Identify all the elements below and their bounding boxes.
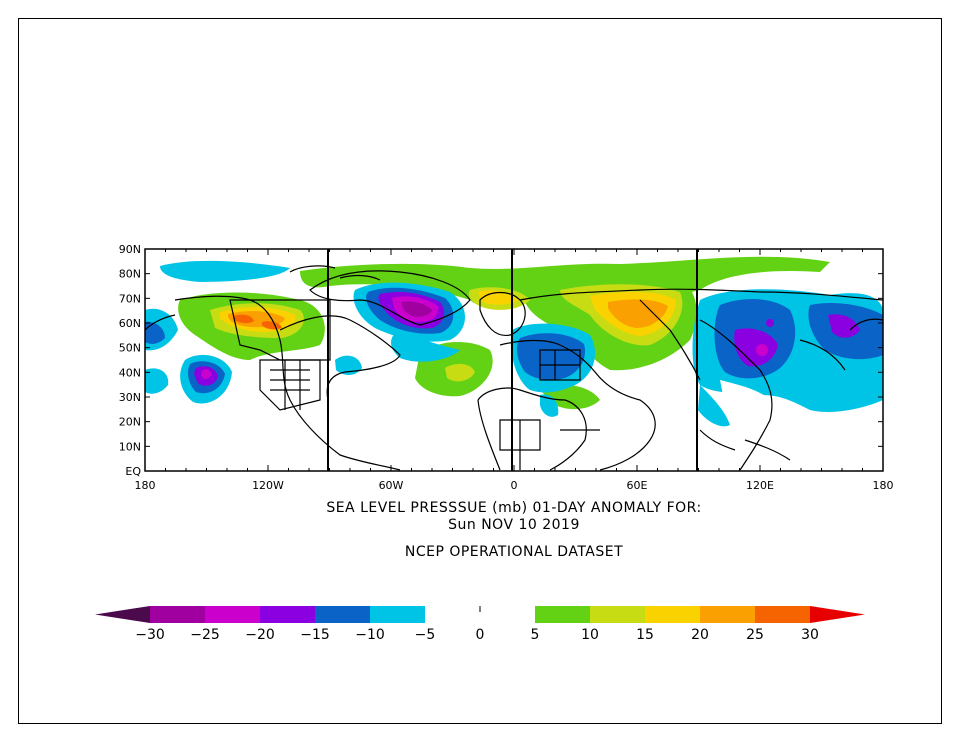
colorbar-segment (645, 606, 700, 623)
meridian-lines (327, 249, 698, 471)
colorbar-segment (755, 606, 810, 623)
colorbar-label: −20 (245, 627, 275, 643)
title-line-3: NCEP OPERATIONAL DATASET (405, 544, 623, 560)
lat-label: 80N (119, 268, 141, 281)
colorbar-label: −15 (300, 627, 330, 643)
colorbar-segment (150, 606, 205, 623)
colorbar-label: 10 (581, 627, 599, 643)
colorbar-label: 30 (801, 627, 819, 643)
lon-label: 0 (511, 479, 518, 492)
longitude-labels: 180 120W 60W 0 60E 120E 180 (135, 479, 894, 492)
lat-label: 30N (119, 391, 141, 404)
title-line-2: Sun NOV 10 2019 (448, 517, 580, 533)
lat-label: 20N (119, 416, 141, 429)
colorbar: −30 −25 −20 −15 −10 −5 0 5 10 15 20 25 30 (95, 606, 865, 643)
lon-label: 120E (746, 479, 774, 492)
colorbar-segment (370, 606, 425, 623)
coastlines (145, 265, 883, 471)
anomaly-field (145, 249, 883, 471)
colorbar-label: −10 (355, 627, 385, 643)
axis-ticks (144, 248, 884, 472)
lon-label: 180 (873, 479, 894, 492)
colorbar-label: 5 (531, 627, 540, 643)
colorbar-segment (425, 606, 480, 623)
lon-label: 120W (252, 479, 284, 492)
colorbar-segment (535, 606, 590, 623)
lon-label: 60W (379, 479, 404, 492)
colorbar-label: 20 (691, 627, 709, 643)
lat-label: 60N (119, 317, 141, 330)
lat-label: EQ (125, 465, 141, 478)
colorbar-segment (590, 606, 645, 623)
figure-frame (18, 18, 942, 724)
lat-label: 70N (119, 292, 141, 305)
colorbar-label: 25 (746, 627, 764, 643)
colorbar-label: −25 (190, 627, 220, 643)
title-line-1: SEA LEVEL PRESSSUE (mb) 01-DAY ANOMALY F… (326, 500, 701, 516)
colorbar-segment (205, 606, 260, 623)
colorbar-label: −30 (135, 627, 165, 643)
lat-label: 90N (119, 243, 141, 256)
colorbar-label: 0 (476, 627, 485, 643)
lat-label: 40N (119, 366, 141, 379)
colorbar-right-arrow (810, 606, 865, 623)
colorbar-segment (260, 606, 315, 623)
lat-label: 50N (119, 342, 141, 355)
colorbar-label: 15 (636, 627, 654, 643)
colorbar-segment (700, 606, 755, 623)
lat-label: 10N (119, 440, 141, 453)
lon-label: 60E (627, 479, 648, 492)
colorbar-left-arrow (95, 606, 150, 623)
latitude-labels: 90N 80N 70N 60N 50N 40N 30N 20N 10N EQ (119, 243, 142, 478)
colorbar-segment (315, 606, 370, 623)
colorbar-segment (480, 606, 535, 623)
lon-label: 180 (135, 479, 156, 492)
colorbar-label: −5 (415, 627, 436, 643)
